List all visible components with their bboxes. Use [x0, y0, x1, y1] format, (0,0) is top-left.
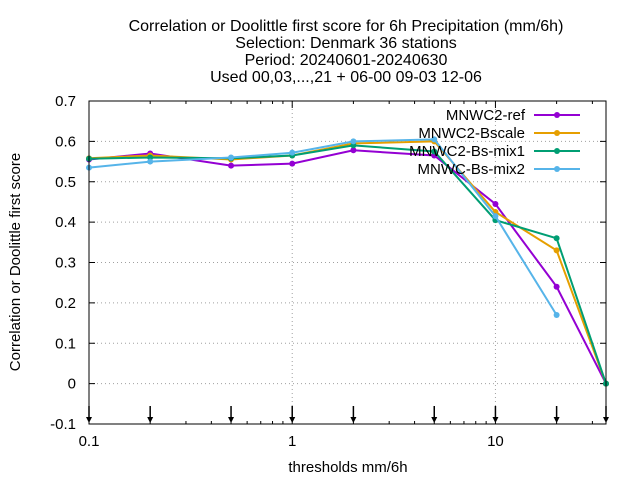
series-point-0	[492, 200, 499, 207]
plot-frame	[88, 100, 607, 425]
legend-label-2: MNWC2-Bs-mix1	[409, 143, 525, 160]
title-line-4: Used 00,03,...,21 + 06-00 09-03 12-06	[210, 69, 482, 86]
chart-title: Correlation or Doolittle first score for…	[129, 18, 564, 86]
legend-swatch-point-0	[554, 112, 560, 118]
legend-swatch-point-2	[554, 148, 560, 154]
series-point-2	[553, 235, 560, 242]
y-tick-label: -0.1	[50, 416, 76, 433]
threshold-marker-arrow	[431, 417, 438, 423]
x-axis-label: thresholds mm/6h	[288, 459, 407, 476]
series-line-0	[88, 149, 607, 385]
legend: MNWC2-refMNWC2-BscaleMNWC2-Bs-mix1MNWC-B…	[409, 107, 580, 178]
x-tick-label: 0.1	[79, 433, 100, 450]
series-point-3	[350, 138, 357, 145]
series-point-2	[431, 148, 438, 155]
threshold-marker-arrow	[553, 417, 560, 423]
y-tick-label: 0.6	[55, 133, 76, 150]
x-tick-label: 1	[288, 433, 296, 450]
data-series	[86, 136, 609, 387]
series-line-1	[88, 140, 607, 384]
threshold-marker-arrow	[228, 417, 235, 423]
series-point-3	[492, 213, 499, 220]
y-tick-label: 0.3	[55, 255, 76, 272]
grid	[88, 100, 606, 425]
title-line-1: Correlation or Doolittle first score for…	[129, 18, 564, 35]
series-point-3	[553, 311, 560, 318]
series-point-0	[228, 162, 235, 169]
series-point-3	[289, 149, 296, 156]
title-line-2: Selection: Denmark 36 stations	[235, 35, 456, 52]
legend-label-1: MNWC2-Bscale	[418, 125, 525, 142]
series-point-3	[147, 158, 154, 165]
series-point-3	[228, 154, 235, 161]
threshold-marker-arrow	[350, 417, 357, 423]
legend-label-3: MNWC-Bs-mix2	[418, 161, 525, 178]
series-line-3	[88, 138, 558, 316]
y-tick-label: 0.1	[55, 335, 76, 352]
series-line-2	[88, 144, 607, 384]
series-point-0	[350, 147, 357, 154]
series-point-3	[431, 136, 438, 143]
legend-swatch-point-3	[554, 166, 560, 172]
y-axis-label: Correlation or Doolittle first score	[7, 153, 24, 371]
title-line-3: Period: 20240601-20240630	[245, 52, 448, 69]
y-tick-label: 0.5	[55, 174, 76, 191]
legend-swatch-point-1	[554, 130, 560, 136]
y-tick-label: 0.4	[55, 214, 76, 231]
y-tick-label: 0.7	[55, 93, 76, 110]
series-point-0	[289, 160, 296, 167]
y-tick-label: 0	[68, 376, 76, 393]
legend-label-0: MNWC2-ref	[446, 107, 526, 124]
threshold-markers	[86, 406, 609, 423]
threshold-marker-arrow	[147, 417, 154, 423]
x-tick-label: 10	[487, 433, 504, 450]
series-point-1	[553, 247, 560, 254]
y-tick-label: 0.2	[55, 295, 76, 312]
series-point-0	[553, 283, 560, 290]
